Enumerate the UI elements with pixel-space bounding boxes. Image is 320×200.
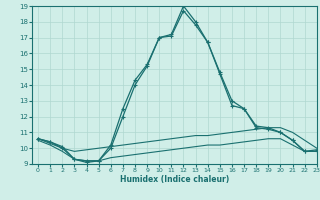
X-axis label: Humidex (Indice chaleur): Humidex (Indice chaleur)	[120, 175, 229, 184]
